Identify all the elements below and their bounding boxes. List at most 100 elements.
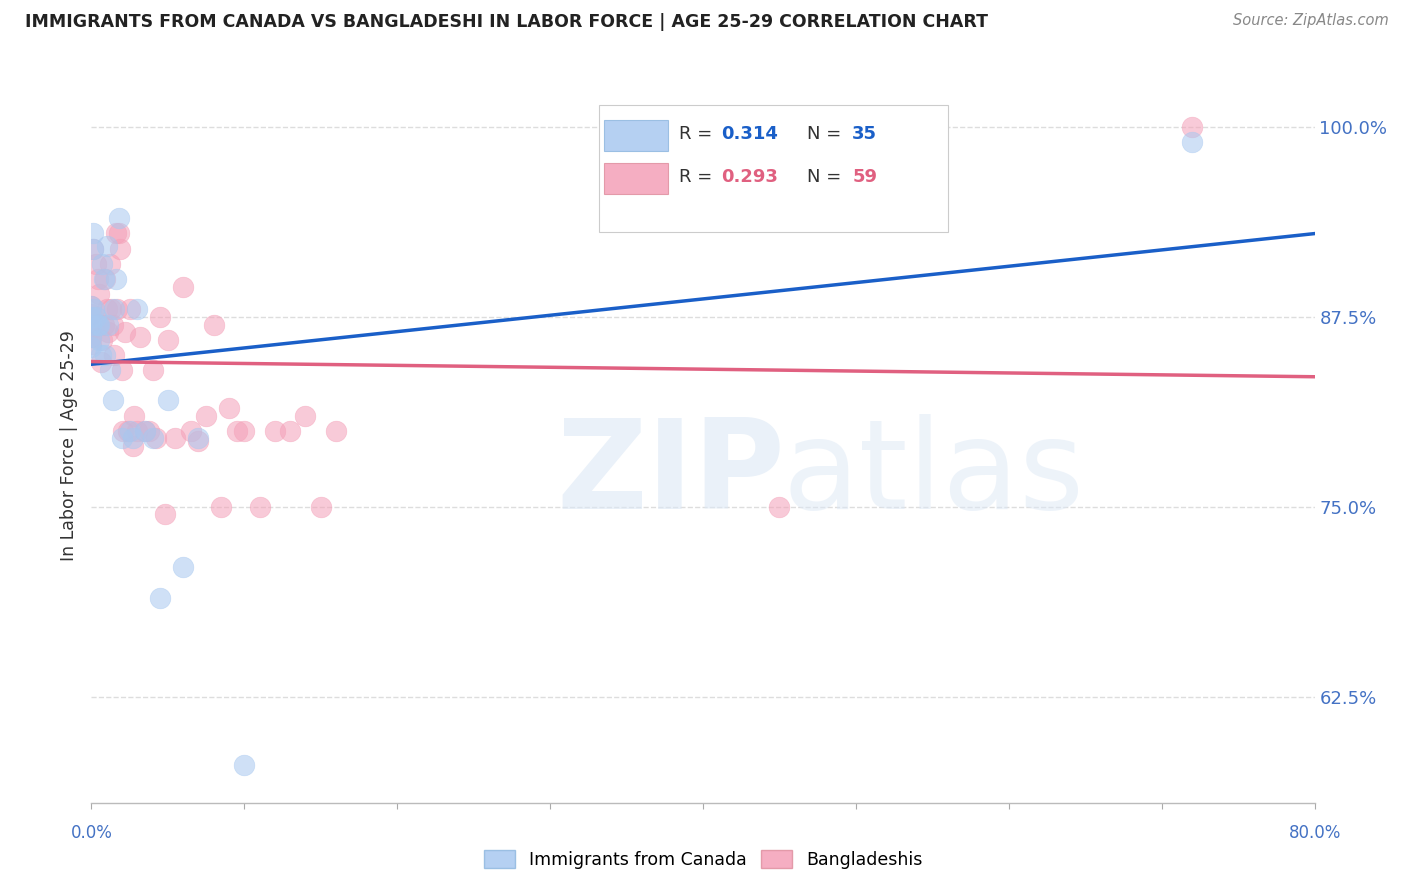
Point (127, 424, 149, 438)
Point (129, 329, 152, 343)
Point (202, 318, 225, 332)
Point (91, 333, 114, 347)
Point (80, 310, 103, 324)
Point (84, 257, 107, 271)
Point (294, 409, 316, 423)
Point (112, 424, 135, 438)
Point (108, 227, 131, 241)
Point (97, 325, 120, 339)
Point (80, 322, 103, 336)
Point (149, 591, 172, 605)
Y-axis label: In Labor Force | Age 25-29: In Labor Force | Age 25-29 (59, 331, 77, 561)
Point (141, 431, 163, 445)
Point (80, 314, 103, 328)
Point (104, 272, 127, 286)
Point (98, 363, 121, 377)
Point (91, 257, 114, 271)
Point (114, 325, 136, 339)
Point (149, 310, 172, 324)
Text: 80.0%: 80.0% (1288, 824, 1341, 842)
Text: 0.0%: 0.0% (70, 824, 112, 842)
Point (105, 302, 128, 317)
Point (80, 329, 103, 343)
Text: R =: R = (679, 168, 711, 186)
Point (82, 242, 104, 256)
Point (108, 211, 131, 226)
Point (111, 363, 134, 377)
Point (90, 348, 112, 362)
Point (96, 238, 118, 252)
Text: 59: 59 (852, 168, 877, 186)
Text: R =: R = (679, 125, 711, 143)
Point (122, 409, 145, 423)
FancyBboxPatch shape (599, 105, 948, 232)
Point (225, 424, 247, 438)
Point (121, 439, 143, 453)
Point (233, 424, 256, 438)
Point (87, 318, 110, 332)
FancyBboxPatch shape (605, 120, 668, 152)
Legend: Immigrants from Canada, Bangladeshis: Immigrants from Canada, Bangladeshis (477, 844, 929, 876)
FancyBboxPatch shape (605, 162, 668, 194)
Text: atlas: atlas (783, 414, 1084, 535)
Text: 0.293: 0.293 (721, 168, 779, 186)
Point (96, 302, 118, 317)
Point (86, 318, 108, 332)
Point (80, 299, 103, 313)
Point (141, 363, 163, 377)
Point (187, 434, 209, 449)
Point (90, 355, 112, 369)
Point (768, 500, 790, 514)
Text: N =: N = (807, 168, 841, 186)
Point (80, 329, 103, 343)
Text: Source: ZipAtlas.com: Source: ZipAtlas.com (1233, 13, 1389, 29)
Point (127, 302, 149, 317)
Point (121, 431, 143, 445)
Point (104, 227, 127, 241)
Point (103, 348, 125, 362)
Point (82, 242, 104, 256)
Point (172, 560, 194, 574)
Point (80, 337, 103, 351)
Point (325, 424, 347, 438)
Point (180, 424, 202, 438)
Point (153, 508, 176, 522)
Point (94, 348, 117, 362)
Point (101, 393, 124, 408)
Point (101, 318, 124, 332)
Text: IMMIGRANTS FROM CANADA VS BANGLADESHI IN LABOR FORCE | AGE 25-29 CORRELATION CHA: IMMIGRANTS FROM CANADA VS BANGLADESHI IN… (25, 13, 988, 31)
Point (1181, 136, 1204, 150)
Point (98, 257, 121, 271)
Point (93, 272, 115, 286)
Point (134, 424, 156, 438)
Point (156, 393, 179, 408)
Point (117, 424, 139, 438)
Point (94, 272, 117, 286)
Point (110, 242, 132, 256)
Point (82, 227, 104, 241)
Point (278, 424, 301, 438)
Point (100, 302, 122, 317)
Point (165, 431, 187, 445)
Point (218, 401, 240, 415)
Point (80, 318, 103, 332)
Point (118, 424, 141, 438)
Point (83, 318, 105, 332)
Point (264, 424, 287, 438)
Point (80, 307, 103, 321)
Text: 0.314: 0.314 (721, 125, 779, 143)
Point (138, 424, 160, 438)
Point (97, 318, 120, 332)
Text: 35: 35 (852, 125, 877, 143)
Point (86, 272, 108, 286)
Point (1181, 120, 1204, 135)
Point (209, 500, 232, 514)
Point (249, 500, 271, 514)
Point (195, 409, 218, 423)
Text: ZIP: ZIP (557, 414, 785, 535)
Point (80, 340, 103, 354)
Point (80, 299, 103, 313)
Point (156, 333, 179, 347)
Point (103, 302, 125, 317)
Point (84, 310, 107, 324)
